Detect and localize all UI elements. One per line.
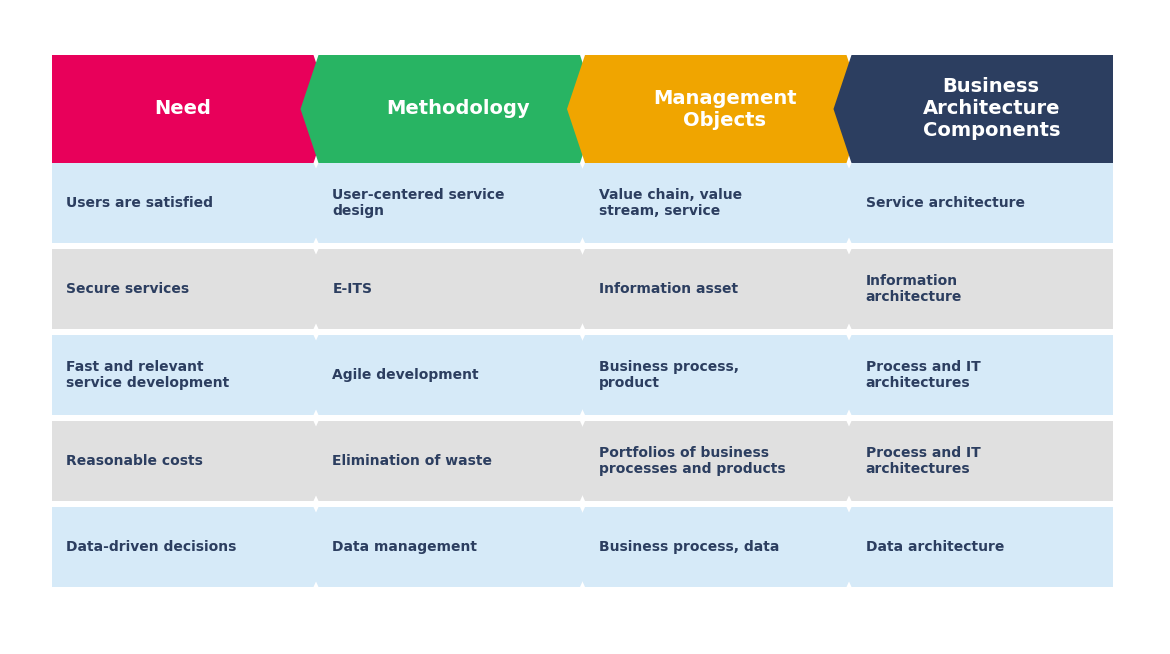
Polygon shape (567, 335, 865, 415)
Polygon shape (301, 335, 598, 415)
Polygon shape (833, 507, 1113, 587)
Polygon shape (833, 249, 1113, 329)
Polygon shape (51, 421, 331, 501)
Text: Information
architecture: Information architecture (866, 274, 962, 304)
Polygon shape (51, 55, 331, 163)
Text: Methodology: Methodology (386, 99, 530, 118)
Polygon shape (567, 507, 865, 587)
Polygon shape (51, 249, 331, 329)
Polygon shape (301, 249, 598, 329)
Polygon shape (833, 421, 1113, 501)
Text: Business process,
product: Business process, product (599, 360, 739, 390)
Text: Data management: Data management (332, 540, 477, 554)
Text: Data architecture: Data architecture (866, 540, 1004, 554)
Text: Secure services: Secure services (66, 282, 190, 296)
Text: Users are satisfied: Users are satisfied (66, 196, 213, 210)
Text: Fast and relevant
service development: Fast and relevant service development (66, 360, 229, 390)
Polygon shape (301, 507, 598, 587)
Polygon shape (301, 163, 598, 243)
Text: Agile development: Agile development (332, 368, 480, 382)
Polygon shape (833, 55, 1113, 163)
Text: Management
Objects: Management Objects (653, 88, 797, 129)
Polygon shape (301, 421, 598, 501)
Text: User-centered service
design: User-centered service design (332, 188, 505, 218)
Polygon shape (51, 163, 331, 243)
Text: Process and IT
architectures: Process and IT architectures (866, 360, 980, 390)
Text: Process and IT
architectures: Process and IT architectures (866, 446, 980, 476)
Text: Data-driven decisions: Data-driven decisions (66, 540, 236, 554)
Text: Reasonable costs: Reasonable costs (66, 454, 202, 468)
Polygon shape (567, 421, 865, 501)
Polygon shape (301, 55, 598, 163)
Text: Portfolios of business
processes and products: Portfolios of business processes and pro… (599, 446, 785, 476)
Polygon shape (51, 335, 331, 415)
Polygon shape (833, 335, 1113, 415)
Text: Business
Architecture
Components: Business Architecture Components (922, 78, 1060, 141)
Text: Value chain, value
stream, service: Value chain, value stream, service (599, 188, 742, 218)
Polygon shape (567, 55, 865, 163)
Polygon shape (51, 507, 331, 587)
Text: Need: Need (154, 99, 212, 118)
Text: E-ITS: E-ITS (332, 282, 372, 296)
Polygon shape (567, 249, 865, 329)
Polygon shape (567, 163, 865, 243)
Polygon shape (833, 163, 1113, 243)
Text: Business process, data: Business process, data (599, 540, 779, 554)
Text: Elimination of waste: Elimination of waste (332, 454, 493, 468)
Text: Information asset: Information asset (599, 282, 738, 296)
Text: Service architecture: Service architecture (866, 196, 1025, 210)
